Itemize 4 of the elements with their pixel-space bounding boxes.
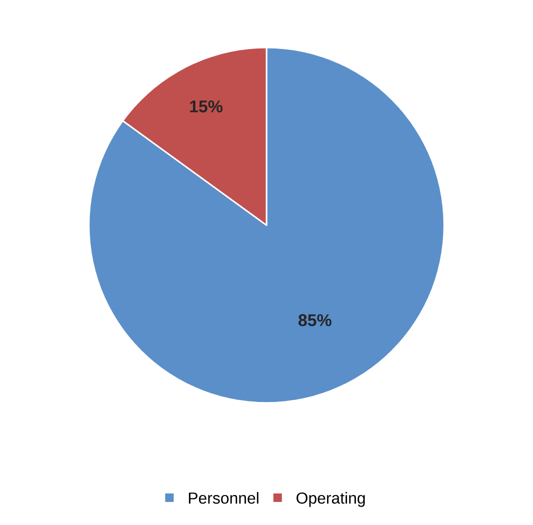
legend-label: Operating	[296, 492, 365, 507]
data-label: 85%	[298, 314, 332, 326]
data-label: 15%	[190, 100, 222, 112]
legend-label: Personnel	[188, 492, 258, 504]
